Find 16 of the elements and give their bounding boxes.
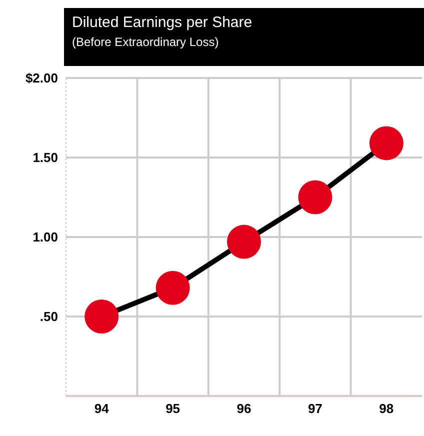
x-tick-label: 96 xyxy=(236,401,252,416)
x-tick-label: 95 xyxy=(166,401,180,416)
x-tick-label: 97 xyxy=(308,401,322,416)
x-tick-label: 94 xyxy=(94,401,110,416)
y-tick-label: .50 xyxy=(40,309,58,324)
chart-title: Diluted Earnings per Share xyxy=(72,14,254,31)
y-tick-label: 1.50 xyxy=(32,150,58,166)
y-tick-label: $2.00 xyxy=(25,70,58,86)
point xyxy=(227,224,261,259)
x-tick-label: 98 xyxy=(379,401,394,416)
point xyxy=(369,126,404,160)
y-tick-label: 1.00 xyxy=(32,230,58,245)
point xyxy=(156,270,190,305)
point xyxy=(84,300,119,334)
point xyxy=(298,180,332,214)
chart-subtitle: (Before Extraordinary Loss) xyxy=(72,35,220,49)
